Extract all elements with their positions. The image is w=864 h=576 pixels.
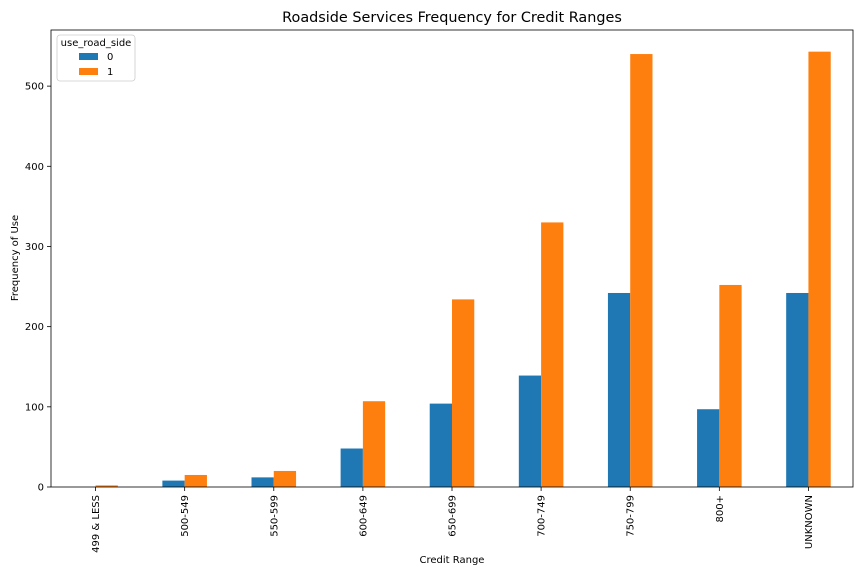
chart-title: Roadside Services Frequency for Credit R… xyxy=(282,10,622,26)
x-tick-label-6: 750-799 xyxy=(626,495,637,537)
bar-series-1-7 xyxy=(719,284,742,487)
x-tick-label-8: UNKNOWN xyxy=(804,495,815,549)
legend-label-0: 0 xyxy=(107,52,113,63)
legend-label-1: 1 xyxy=(107,67,113,78)
bar-series-0-2 xyxy=(251,477,274,487)
bar-series-0-6 xyxy=(607,292,631,487)
bar-series-0-8 xyxy=(786,292,809,487)
bar-series-0-3 xyxy=(340,448,363,487)
x-tick-label-7: 800+ xyxy=(715,495,726,522)
bar-series-0-1 xyxy=(162,480,185,487)
x-tick-label-4: 650-699 xyxy=(448,495,459,537)
bar-series-1-5 xyxy=(541,222,564,488)
y-axis-label: Frequency of Use xyxy=(10,215,21,301)
y-tick-label-3: 300 xyxy=(25,242,44,253)
bar-series-1-0 xyxy=(95,485,118,487)
bar-series-1-4 xyxy=(452,299,475,487)
y-tick-label-0: 0 xyxy=(38,483,44,494)
x-axis-label: Credit Range xyxy=(420,555,485,566)
y-tick-label-5: 500 xyxy=(25,82,44,93)
bar-series-1-3 xyxy=(362,401,386,487)
x-tick-label-3: 600-649 xyxy=(358,495,369,537)
bar-series-1-8 xyxy=(808,51,831,488)
x-tick-label-2: 550-599 xyxy=(269,495,280,537)
bar-series-1-6 xyxy=(630,54,653,488)
legend-swatch-0 xyxy=(79,53,98,60)
bar-series-0-4 xyxy=(429,403,452,487)
y-tick-label-1: 100 xyxy=(25,402,44,413)
x-tick-label-0: 499 & LESS xyxy=(91,495,102,553)
y-tick-label-2: 200 xyxy=(25,322,44,333)
bar-series-0-7 xyxy=(697,409,720,487)
bar-series-0-5 xyxy=(518,375,542,487)
axes-frame xyxy=(50,29,854,488)
bar-series-1-1 xyxy=(184,474,207,487)
x-tick-label-1: 500-549 xyxy=(180,495,191,537)
bar-series-1-2 xyxy=(273,470,297,487)
legend: use_road_side 0 1 xyxy=(56,34,136,82)
y-tick-label-4: 400 xyxy=(25,162,44,173)
x-tick-label-5: 700-749 xyxy=(537,495,548,537)
legend-swatch-1 xyxy=(79,68,98,75)
legend-title: use_road_side xyxy=(61,38,132,49)
plot-area: 0 100 200 300 400 500 499 & LESS 500-549 550-599… xyxy=(25,29,854,553)
